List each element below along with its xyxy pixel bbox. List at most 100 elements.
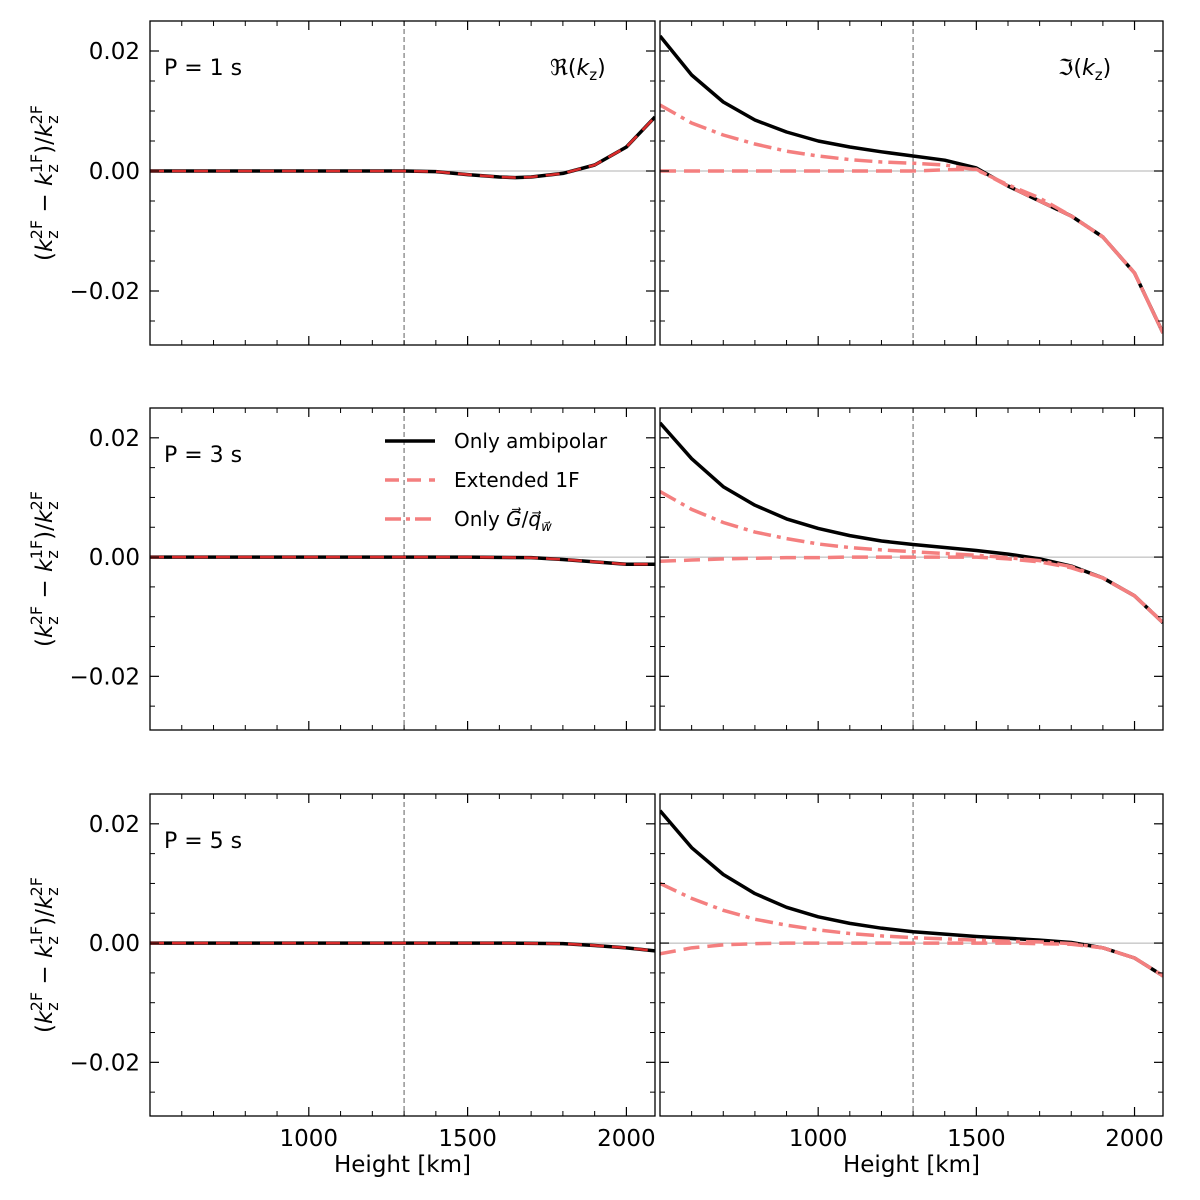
curves — [660, 421, 1163, 624]
curves — [660, 34, 1163, 334]
y-tick-label: 0.02 — [89, 812, 140, 838]
legend-text-part: G⃗ — [506, 506, 522, 531]
axes-frame — [149, 20, 656, 346]
y-axis-label-part: k — [32, 894, 58, 909]
y-axis-label-part: − — [32, 958, 58, 992]
panel-r1-imag: ℑ(kz) — [659, 20, 1164, 346]
curves — [150, 555, 655, 566]
y-axis-label-part: k — [32, 943, 58, 958]
y-axis-label: (kz2F − kz1F)/kz2F — [27, 491, 62, 647]
y-tick-label: −0.02 — [70, 664, 140, 690]
y-axis-label-part: ( — [32, 638, 58, 647]
panel-r3-imag: 1000 1500 2000 Height [km] — [659, 793, 1164, 1178]
legend-text-part: q⃗ — [528, 507, 541, 531]
x-tick-label: 1000 — [280, 1126, 339, 1152]
y-axis-label-part: z — [43, 616, 62, 624]
y-tick-label: 0.02 — [89, 39, 140, 65]
y-axis-label-part: 1F — [27, 926, 46, 945]
legend-text-part: Only — [454, 507, 506, 531]
panel-r2-imag — [659, 407, 1164, 731]
line-extended-1f — [660, 167, 1163, 334]
y-axis-label-part: 2F — [27, 105, 46, 124]
title-close: ) — [597, 56, 606, 81]
y-axis-label-part: 2F — [27, 491, 46, 510]
title-close: ) — [1103, 56, 1112, 81]
y-axis-label-part: 1F — [27, 540, 46, 559]
x-axis-label: Height [km] — [843, 1152, 980, 1178]
title-sub: z — [1095, 66, 1103, 84]
y-axis-label-part: k — [32, 237, 58, 252]
legend-label-only-g-qw: Only G⃗/q⃗w⃗ — [454, 506, 552, 535]
period-label: P = 5 s — [164, 829, 242, 854]
y-axis-label-part: z — [43, 936, 62, 944]
line-only-ambipolar — [660, 809, 1163, 978]
y-axis-label-part: 2F — [27, 606, 46, 625]
line-only-g-qw — [660, 881, 1163, 978]
real-part-title: ℜ(kz) — [550, 56, 606, 84]
y-axis-label-part: )/ — [32, 523, 58, 540]
y-axis-label-part: − — [32, 572, 58, 606]
curves — [150, 941, 655, 953]
x-tick-label: 1500 — [947, 1126, 1006, 1152]
x-tick-label: 1500 — [438, 1126, 497, 1152]
y-tick-label: 0.00 — [89, 931, 140, 957]
title-symbol: ℜ — [550, 56, 568, 81]
x-tick-label: 1000 — [789, 1126, 848, 1152]
line-extended-1f — [660, 941, 1163, 978]
y-axis-label-part: z — [43, 1002, 62, 1010]
y-axis-label-part: k — [32, 557, 58, 572]
line-extended-1f — [150, 116, 655, 179]
y-axis-label-part: − — [32, 186, 58, 220]
y-axis-label-part: z — [43, 501, 62, 509]
axes-frame — [149, 793, 656, 1117]
y-axis-label: (kz2F − kz1F)/kz2F — [27, 877, 62, 1033]
y-tick-label: 0.02 — [89, 426, 140, 452]
y-axis-label-part: z — [43, 550, 62, 558]
legend-label-only-ambipolar: Only ambipolar — [454, 429, 608, 453]
y-axis-label-part: )/ — [32, 909, 58, 926]
y-tick-label: 0.00 — [89, 545, 140, 571]
title-paren: ( — [568, 56, 577, 81]
title-k: k — [577, 56, 591, 81]
panel-r3-real: 0.02 0.00 −0.02 (kz2F − kz1F)/kz2F 1000 1500 2… — [27, 793, 656, 1178]
legend-text-part: w⃗ — [541, 520, 552, 535]
y-tick-label: −0.02 — [70, 279, 140, 305]
line-extended-1f — [660, 555, 1163, 624]
y-axis-label-part: z — [43, 164, 62, 172]
x-axis-label: Height [km] — [334, 1152, 471, 1178]
y-axis-label-part: ( — [32, 252, 58, 261]
y-axis-label-part: )/ — [32, 137, 58, 154]
y-axis-label: (kz2F − kz1F)/kz2F — [27, 105, 62, 261]
line-only-g-qw — [660, 103, 1163, 334]
axes-frame — [659, 20, 1164, 346]
y-axis-label-part: k — [32, 508, 58, 523]
y-axis-label-part: 2F — [27, 992, 46, 1011]
y-axis-label-part: z — [43, 887, 62, 895]
line-extended-1f — [150, 555, 655, 566]
imag-part-title: ℑ(kz) — [1058, 56, 1111, 84]
period-label: P = 3 s — [164, 443, 242, 468]
legend-text-part: / — [522, 507, 529, 531]
period-label: P = 1 s — [164, 56, 242, 81]
y-axis-label-part: k — [32, 1009, 58, 1024]
y-axis-label-part: 2F — [27, 220, 46, 239]
y-axis-label-part: k — [32, 623, 58, 638]
title-symbol: ℑ — [1058, 56, 1073, 81]
curves — [150, 115, 655, 180]
axes-frame — [149, 407, 656, 731]
line-only-ambipolar — [660, 421, 1163, 624]
axes-frame — [659, 793, 1164, 1117]
legend-label-extended-1f: Extended 1F — [454, 468, 580, 492]
title-k: k — [1082, 56, 1096, 81]
y-axis-label-part: z — [43, 230, 62, 238]
x-tick-label: 2000 — [597, 1126, 656, 1152]
y-axis-label-part: 1F — [27, 154, 46, 173]
axes-frame — [659, 407, 1164, 731]
title-sub: z — [589, 66, 597, 84]
y-axis-label-part: k — [32, 122, 58, 137]
y-axis-label-part: 2F — [27, 877, 46, 896]
y-tick-label: −0.02 — [70, 1050, 140, 1076]
